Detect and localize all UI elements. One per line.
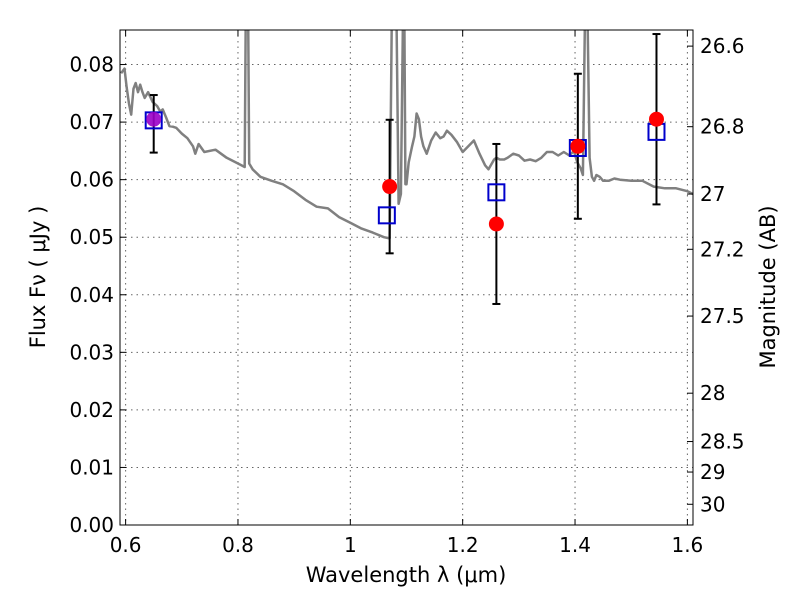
y-tick-label: 0.07 [69, 110, 114, 134]
observed-flux-point [146, 111, 162, 127]
observed-flux-point [648, 111, 664, 127]
y2-axis-title: Magnitude (AB) [756, 205, 780, 368]
plot-frame [119, 29, 694, 526]
y-axis-title: Flux Fν ( μJy ) [26, 206, 50, 349]
y-tick-label: 0.06 [69, 168, 114, 192]
axes-layer: 0.6 0.8 1 1.2 1.4 1.6 0.00 0.01 0.02 0.03 0.04 0.05… [69, 30, 745, 557]
x-tick-label: 0.6 [110, 533, 142, 557]
y-tick-label: 0.05 [69, 225, 114, 249]
y2-tick-label: 27 [700, 182, 725, 206]
y2-tick-label: 27.5 [700, 304, 745, 328]
x-tick-label: 1.6 [671, 533, 703, 557]
x-axis-title: Wavelength λ (μm) [306, 563, 507, 587]
model-flux-square [377, 206, 396, 225]
y-tick-label: 0.02 [69, 398, 114, 422]
y2-tick-label: 30 [700, 492, 725, 516]
y2-tick-label: 26.8 [700, 115, 745, 139]
observed-flux-point [488, 216, 504, 232]
y2-tick-label: 26.6 [700, 34, 745, 58]
y2-tick-label: 27.2 [700, 237, 745, 261]
plot-background [120, 30, 693, 525]
x-tick-label: 0.8 [222, 533, 254, 557]
model-flux-square [487, 183, 506, 202]
y-tick-label: 0.08 [69, 53, 114, 77]
y-tick-label: 0.04 [69, 283, 114, 307]
y-tick-label: 0.00 [69, 513, 114, 537]
point-layer [144, 111, 666, 232]
y-tick-label: 0.01 [69, 455, 114, 479]
y2-tick-label: 28.5 [700, 430, 745, 454]
x-tick-label: 1 [344, 533, 357, 557]
y2-tick-label: 29 [700, 460, 725, 484]
observed-flux-point [382, 179, 398, 195]
model-spectrum-line [120, 30, 693, 240]
spectrum-layer [120, 30, 693, 240]
observed-flux-point [570, 138, 586, 154]
y-tick-label: 0.03 [69, 340, 114, 364]
y2-tick-label: 28 [700, 381, 725, 405]
x-tick-label: 1.4 [559, 533, 591, 557]
x-tick-label: 1.2 [447, 533, 479, 557]
